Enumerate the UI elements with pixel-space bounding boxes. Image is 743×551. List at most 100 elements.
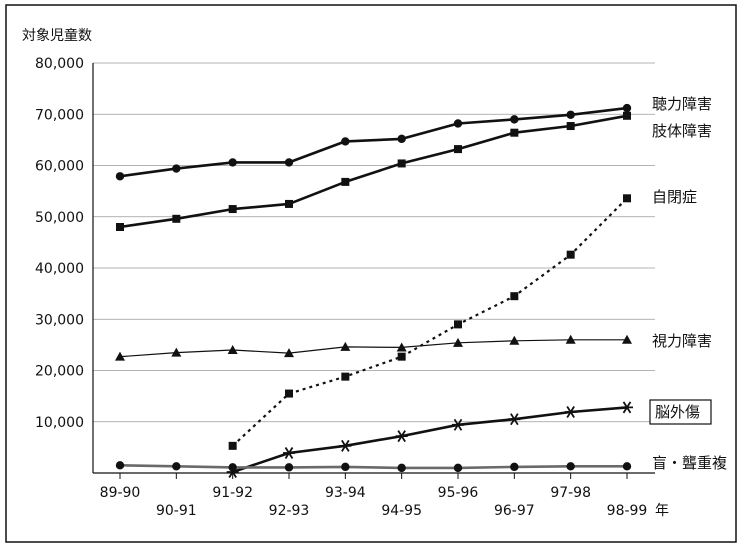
series-line [119,114,628,229]
data-point [395,430,408,443]
series-肢体障害 [116,111,631,231]
x-tick-labels: 89-90 90-91 91-92 92-93 93-94 94-95 95-96 96-97… [100,485,648,519]
x-tick-label: 97-98 [550,485,591,501]
y-tick-label: 60,000 [35,159,84,175]
data-point [341,177,350,186]
data-point [172,462,181,471]
x-tick-label: 91-92 [212,485,253,501]
x-tick-label: 94-95 [381,503,422,519]
series-label: 盲・聾重複 [652,454,727,472]
x-tick-label: 92-93 [269,503,310,519]
data-point [509,335,520,345]
data-point [453,463,463,473]
x-tick-label: 93-94 [325,485,366,501]
series-脳外傷 [226,401,633,478]
y-axis-title: 対象児童数 [22,27,92,44]
data-point [171,347,182,357]
x-tick-label: 95-96 [438,485,479,501]
series-自閉症 [228,194,631,450]
data-point [284,348,294,358]
data-point [341,137,350,146]
data-point [453,119,463,128]
data-point [172,214,181,223]
data-point [623,111,631,120]
data-point [622,462,632,471]
data-point [453,337,463,347]
series-label: 視力障害 [652,332,712,350]
data-point [566,110,575,119]
x-tick-label: 89-90 [100,485,141,501]
chart-frame [5,4,737,543]
data-point [115,351,125,361]
x-tick-label: 98-99 [607,503,648,519]
data-point [566,122,575,131]
data-point [341,372,350,381]
data-point [566,462,575,471]
axes [92,63,655,479]
data-point [510,292,519,301]
data-point [397,159,406,168]
data-point [115,172,125,181]
series-盲・聾重複 [115,461,632,473]
data-point [565,334,576,344]
data-point [339,439,352,452]
data-point [172,164,181,173]
data-point [564,406,577,418]
y-tick-label: 20,000 [35,364,84,380]
series-label: 聴力障害 [652,95,712,113]
y-tick-label: 70,000 [35,107,84,123]
data-point [508,413,521,426]
data-point [340,341,351,351]
data-point [283,447,295,459]
data-point [341,462,350,472]
data-point [228,441,237,450]
x-tick-label: 90-91 [156,503,197,519]
data-point [510,115,519,124]
data-point [397,463,406,473]
data-point [454,145,462,154]
series-lines [115,103,633,478]
data-point [621,401,633,414]
data-point [285,389,293,398]
data-point [227,345,238,354]
label-box [649,399,712,425]
data-point [510,128,519,137]
x-axis-unit: 年 [655,503,669,519]
data-point [396,342,407,352]
series-line [231,197,628,447]
series-label: 脳外傷 [655,403,700,421]
data-point [566,250,575,259]
series-line [119,339,627,358]
series-line [119,106,628,178]
data-point [228,158,237,167]
y-tick-label: 30,000 [35,312,84,328]
series-line [232,406,628,474]
series-視力障害 [115,334,632,361]
data-point [397,134,406,144]
data-point [284,158,294,167]
data-point [228,205,237,214]
y-tick-label: 50,000 [35,210,84,226]
data-point [622,334,632,344]
data-point [622,103,632,113]
data-point [284,463,294,472]
data-point [454,320,462,329]
y-tick-label: 80,000 [35,56,84,72]
data-point [452,418,464,431]
series-label: 自閉症 [652,188,697,206]
data-point [623,194,631,203]
data-point [228,463,237,472]
series-label: 肢体障害 [652,122,712,140]
series-聴力障害 [115,103,632,181]
x-tick-label: 96-97 [494,503,535,519]
data-point [285,199,293,208]
data-point [115,461,125,470]
y-tick-label: 10,000 [35,415,84,431]
data-point [510,462,519,472]
y-tick-labels: 80,000 70,000 60,000 50,000 40,000 30,000 20,0… [35,56,84,431]
y-tick-label: 40,000 [35,261,84,277]
series-line [119,464,627,470]
data-point [397,352,406,361]
